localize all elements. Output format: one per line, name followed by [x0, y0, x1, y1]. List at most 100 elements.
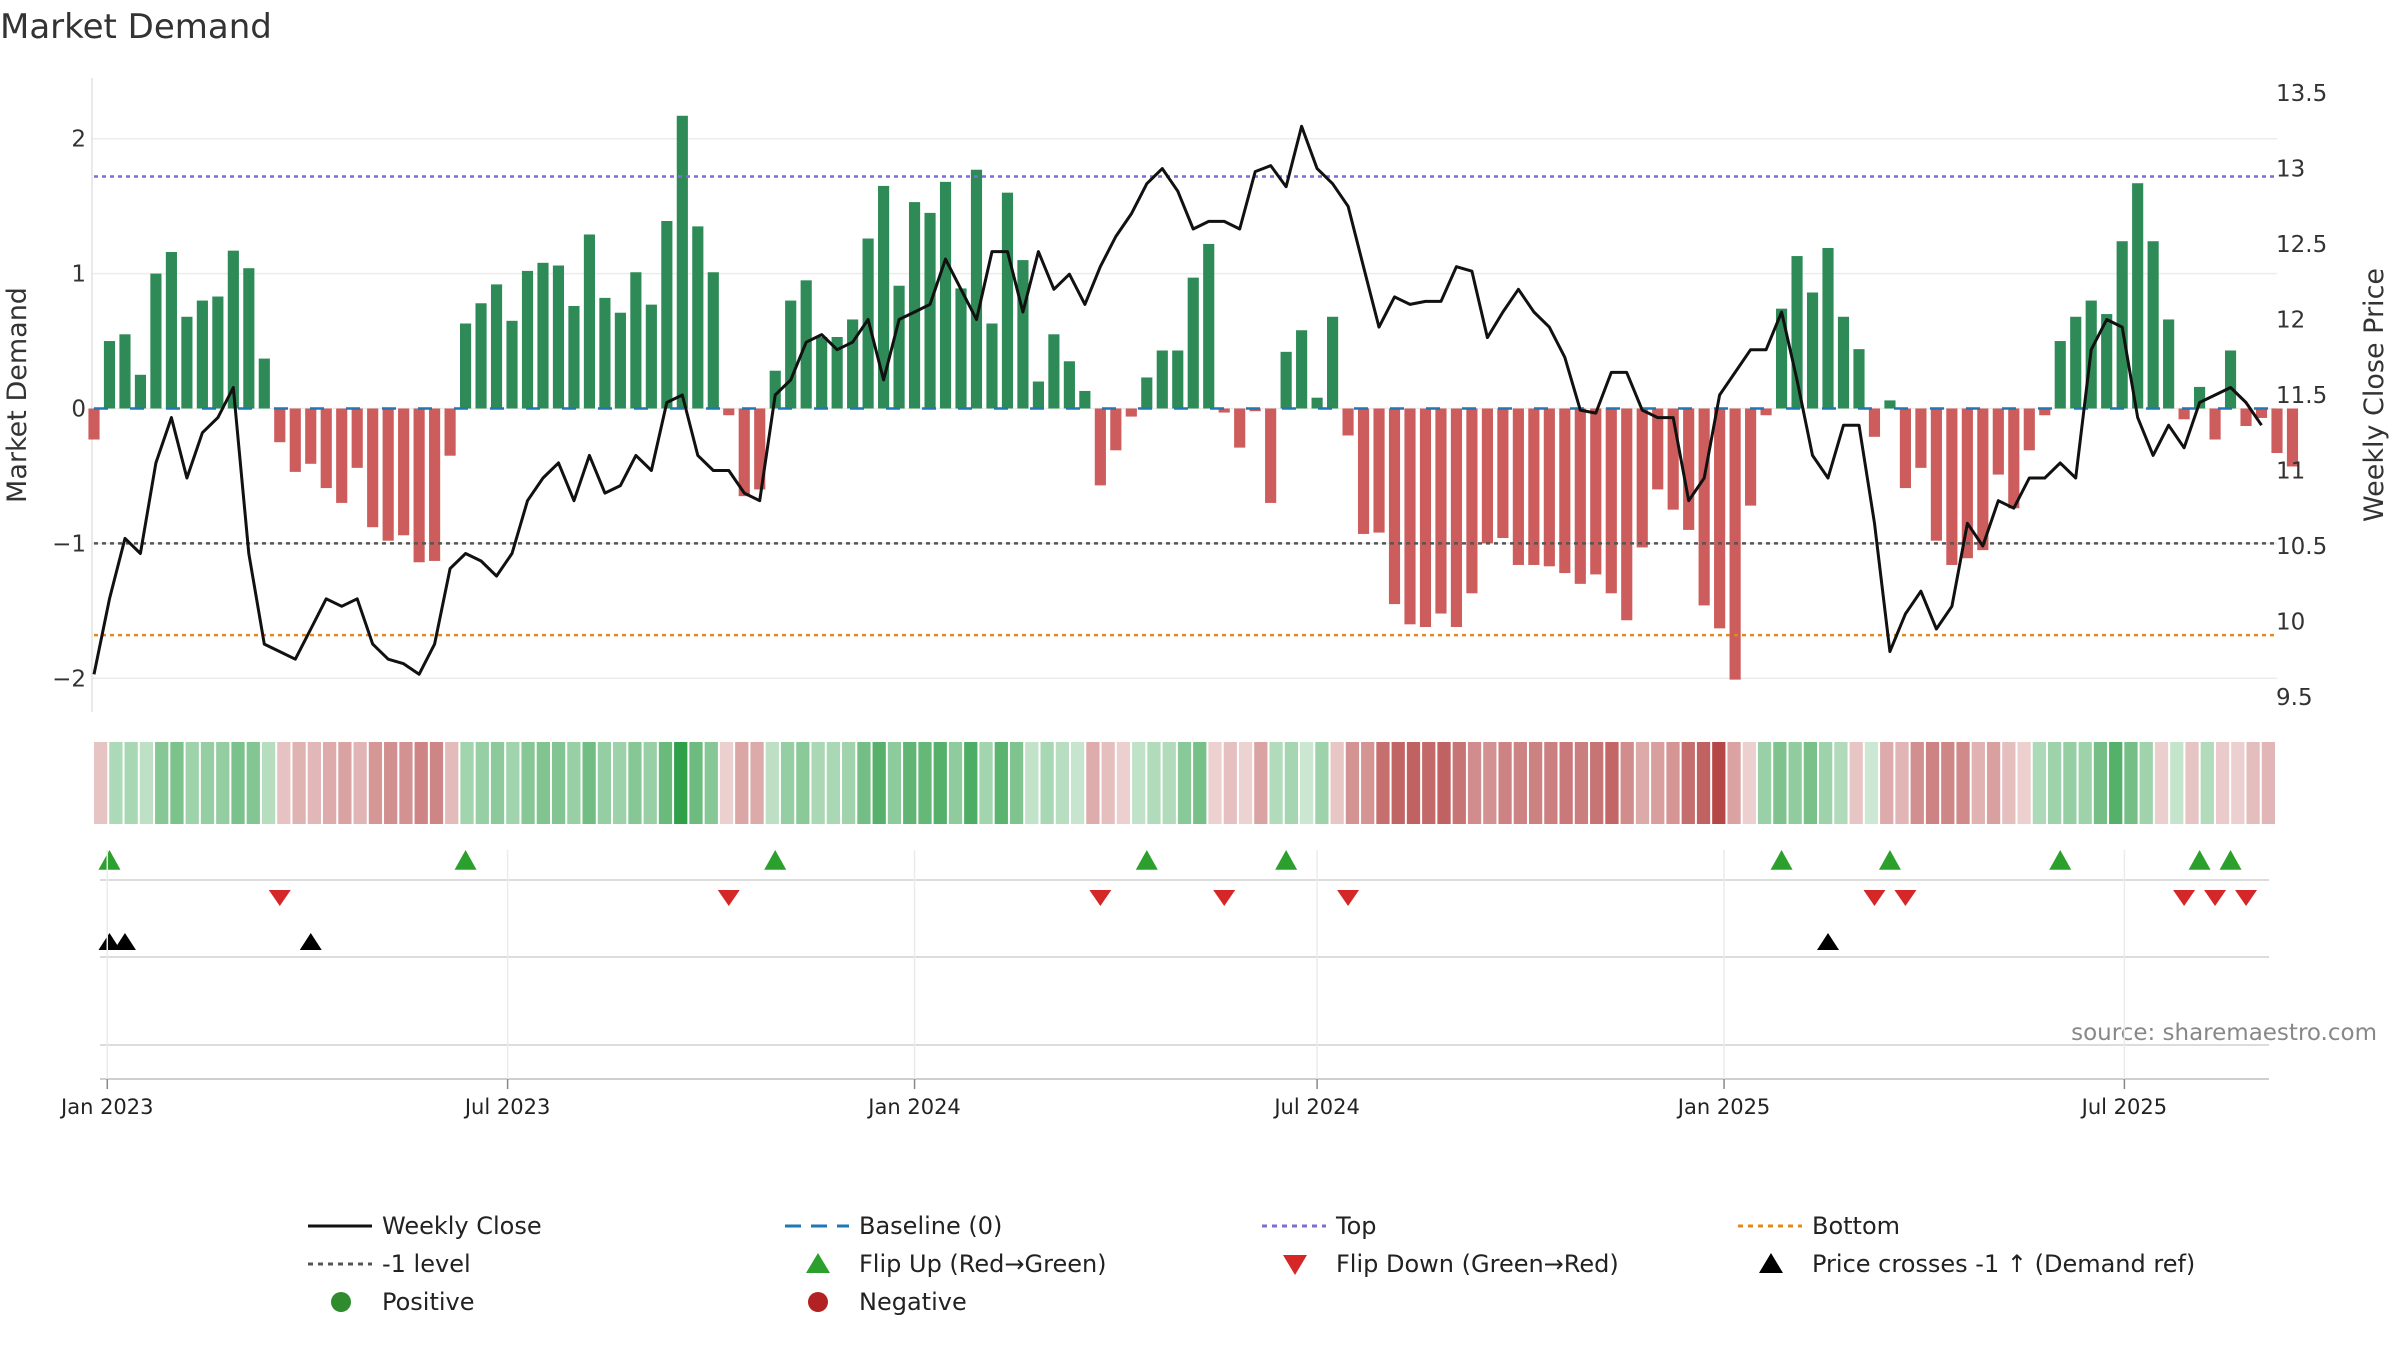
heat-cell: [2231, 742, 2245, 824]
demand-bar-negative: [1745, 408, 1757, 506]
heat-cell: [2261, 742, 2275, 824]
heat-cell: [1467, 742, 1482, 824]
demand-bar-positive: [1837, 316, 1850, 409]
heat-cell: [506, 742, 520, 824]
demand-bar-positive: [1017, 260, 1029, 409]
date-tick-label: Jul 2025: [2080, 1095, 2167, 1119]
heat-cell: [1834, 742, 1848, 824]
demand-bar-positive: [2054, 341, 2066, 409]
heat-cell: [322, 742, 337, 824]
heat-cell: [1849, 742, 1863, 824]
legend-item-weekly-close: Weekly Close: [308, 1212, 542, 1240]
price-cross-marker: [1817, 933, 1840, 950]
heat-cell: [1742, 742, 1756, 824]
demand-bar-positive: [769, 370, 781, 409]
heat-cell: [109, 742, 123, 824]
heat-cell: [1574, 742, 1589, 824]
demand-bar-negative: [398, 408, 410, 536]
demand-bar-negative: [413, 408, 425, 563]
demand-bar-positive: [1172, 350, 1184, 409]
heat-cell: [307, 742, 321, 824]
demand-bar-negative: [2271, 408, 2283, 454]
demand-bar-positive: [785, 300, 797, 409]
heat-cell: [979, 742, 993, 824]
demand-bar-negative: [1899, 408, 1911, 489]
demand-bar-negative: [429, 408, 441, 561]
heat-strip: [94, 742, 2275, 824]
demand-bar-negative: [305, 408, 317, 464]
heat-cell: [1651, 742, 1665, 824]
heat-cell: [628, 742, 642, 824]
date-tick-label: Jan 2025: [1676, 1095, 1771, 1119]
legend-swatch: [806, 1253, 830, 1273]
y2-tick-label: 11.5: [2276, 383, 2327, 409]
flip-down-marker: [1337, 890, 1360, 906]
heat-cell: [1361, 742, 1375, 824]
price-layer: [92, 124, 2263, 676]
heat-cell: [231, 742, 245, 824]
heat-cell: [1681, 742, 1695, 824]
demand-bar-positive: [506, 320, 518, 409]
demand-bar-positive: [630, 272, 642, 409]
demand-bar-positive: [475, 303, 487, 409]
y2-tick-label: 12: [2276, 308, 2305, 334]
y-tick-label: −2: [52, 666, 86, 692]
demand-bar-negative: [1621, 408, 1633, 621]
flip-down-marker: [717, 890, 740, 906]
heat-cell: [918, 742, 932, 824]
heat-cell: [170, 742, 184, 824]
demand-bar-negative: [1342, 408, 1354, 436]
heat-cell: [1406, 742, 1421, 824]
demand-bar-positive: [2147, 241, 2159, 409]
legend-item-positive: Positive: [331, 1288, 475, 1316]
heat-cell: [994, 742, 1008, 824]
heat-cell: [1452, 742, 1466, 824]
heat-cell: [1941, 742, 1955, 824]
heat-cell: [246, 742, 260, 824]
demand-bar-positive: [1311, 397, 1323, 409]
demand-bar-positive: [119, 334, 131, 409]
legend-item-flip-down: Flip Down (Green→Red): [1283, 1250, 1619, 1278]
demand-bar-negative: [88, 408, 100, 440]
demand-bar-negative: [2008, 408, 2020, 509]
heat-cell: [567, 742, 581, 824]
heat-cell: [536, 742, 550, 824]
heat-cell: [1528, 742, 1543, 824]
demand-bar-negative: [1930, 408, 1942, 541]
heat-cell: [1590, 742, 1604, 824]
heat-cell: [1437, 742, 1451, 824]
heat-cell: [780, 742, 795, 824]
demand-bar-positive: [986, 323, 998, 409]
demand-bars: [88, 115, 2299, 680]
heat-cell: [1223, 742, 1237, 824]
heat-cell: [1254, 742, 1268, 824]
heat-cell: [689, 742, 703, 824]
demand-bar-positive: [1791, 256, 1803, 409]
heat-cell: [292, 742, 306, 824]
heat-cell: [1071, 742, 1085, 824]
demand-bar-negative: [738, 408, 750, 497]
heat-cell: [2078, 742, 2092, 824]
heat-cell: [1040, 742, 1054, 824]
weekly-close-line: [92, 124, 2263, 676]
demand-bar-negative: [1404, 408, 1416, 625]
demand-bar-negative: [1497, 408, 1509, 538]
reference-lines: [94, 175, 2277, 637]
heat-cell: [1880, 742, 1894, 824]
heat-cell: [384, 742, 398, 824]
heat-cell: [796, 742, 810, 824]
demand-bar-negative: [1249, 408, 1261, 412]
heat-cell: [2246, 742, 2260, 824]
heat-cell: [658, 742, 673, 824]
flip-down-marker: [1213, 890, 1236, 906]
demand-bar-negative: [289, 408, 301, 472]
legend-item-flip-up: Flip Up (Red→Green): [806, 1250, 1107, 1278]
heat-cell: [2154, 742, 2169, 824]
demand-bar-positive: [1327, 316, 1339, 409]
demand-bar-negative: [320, 408, 332, 489]
legend-item-bottom: Bottom: [1738, 1212, 1900, 1240]
heat-cell: [2124, 742, 2138, 824]
y-tick-label: −1: [52, 531, 86, 557]
heat-cell: [277, 742, 291, 824]
heat-cell: [1345, 742, 1360, 824]
